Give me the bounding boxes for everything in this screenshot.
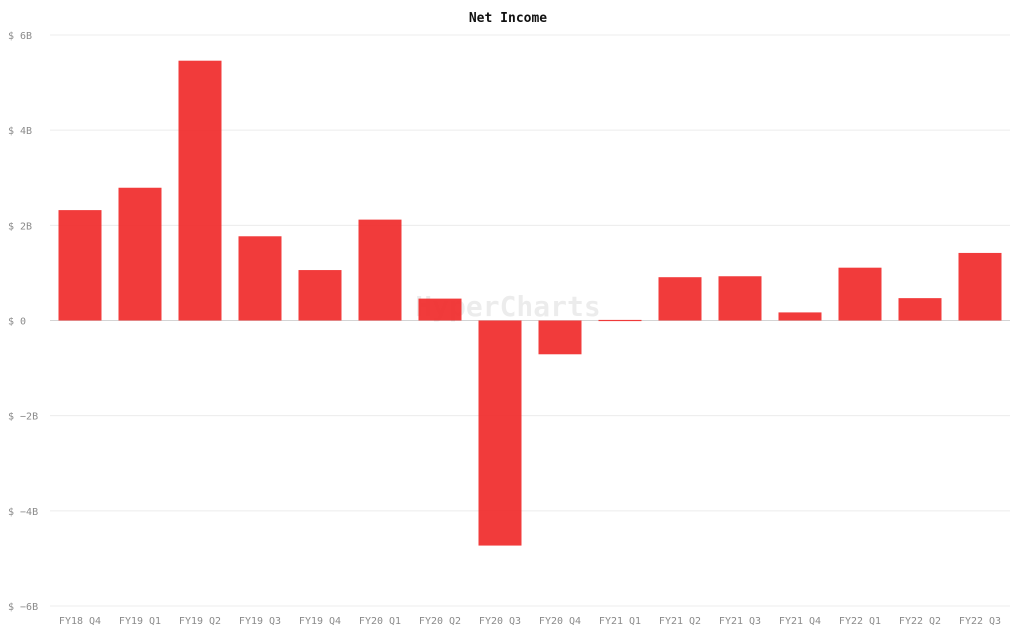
x-tick-label: FY20 Q2 <box>419 616 461 627</box>
bar-fy19-q2 <box>178 60 222 321</box>
x-axis-tick-labels: FY18 Q4 FY19 Q1 FY19 Q2 FY19 Q3 FY19 Q4 FY20 … <box>59 616 1001 627</box>
x-tick-label: FY19 Q1 <box>119 616 161 627</box>
x-tick-label: FY19 Q3 <box>239 616 281 627</box>
bars <box>58 60 1002 546</box>
bar-fy21-q3 <box>718 276 762 321</box>
x-tick-label: FY20 Q3 <box>479 616 521 627</box>
x-tick-label: FY21 Q2 <box>659 616 701 627</box>
bar-fy21-q2 <box>658 277 702 321</box>
bar-fy20-q4 <box>538 320 582 355</box>
x-tick-label: FY21 Q1 <box>599 616 641 627</box>
x-tick-label: FY21 Q3 <box>719 616 761 627</box>
y-tick-label: $ −4B <box>8 507 38 518</box>
bar-fy19-q1 <box>118 187 162 321</box>
bar-fy19-q3 <box>238 236 282 321</box>
x-tick-label: FY19 Q2 <box>179 616 221 627</box>
bar-fy22-q2 <box>898 298 942 321</box>
chart-title: Net Income <box>469 11 547 26</box>
y-tick-label: $ 0 <box>8 317 26 328</box>
y-axis-tick-labels: $ 6B $ 4B $ 2B $ 0 $ −2B $ −4B $ −6B <box>8 31 38 613</box>
bar-fy20-q3 <box>478 320 522 546</box>
bar-fy19-q4 <box>298 270 342 321</box>
bar-fy21-q4 <box>778 312 822 321</box>
bar-fy20-q2 <box>418 298 462 321</box>
y-tick-label: $ −6B <box>8 602 38 613</box>
x-tick-label: FY21 Q4 <box>779 616 821 627</box>
x-tick-label: FY22 Q3 <box>959 616 1001 627</box>
x-tick-label: FY22 Q2 <box>899 616 941 627</box>
x-tick-label: FY19 Q4 <box>299 616 341 627</box>
x-tick-label: FY18 Q4 <box>59 616 101 627</box>
y-tick-label: $ 6B <box>8 31 32 42</box>
bar-fy22-q3 <box>958 252 1002 321</box>
x-tick-label: FY20 Q4 <box>539 616 581 627</box>
y-tick-label: $ 4B <box>8 126 32 137</box>
y-tick-label: $ 2B <box>8 221 32 232</box>
bar-fy20-q1 <box>358 219 402 321</box>
x-tick-label: FY20 Q1 <box>359 616 401 627</box>
x-tick-label: FY22 Q1 <box>839 616 881 627</box>
bar-fy21-q1 <box>598 319 642 322</box>
bar-fy22-q1 <box>838 267 882 321</box>
bar-fy18-q4 <box>58 210 102 321</box>
y-tick-label: $ −2B <box>8 412 38 423</box>
